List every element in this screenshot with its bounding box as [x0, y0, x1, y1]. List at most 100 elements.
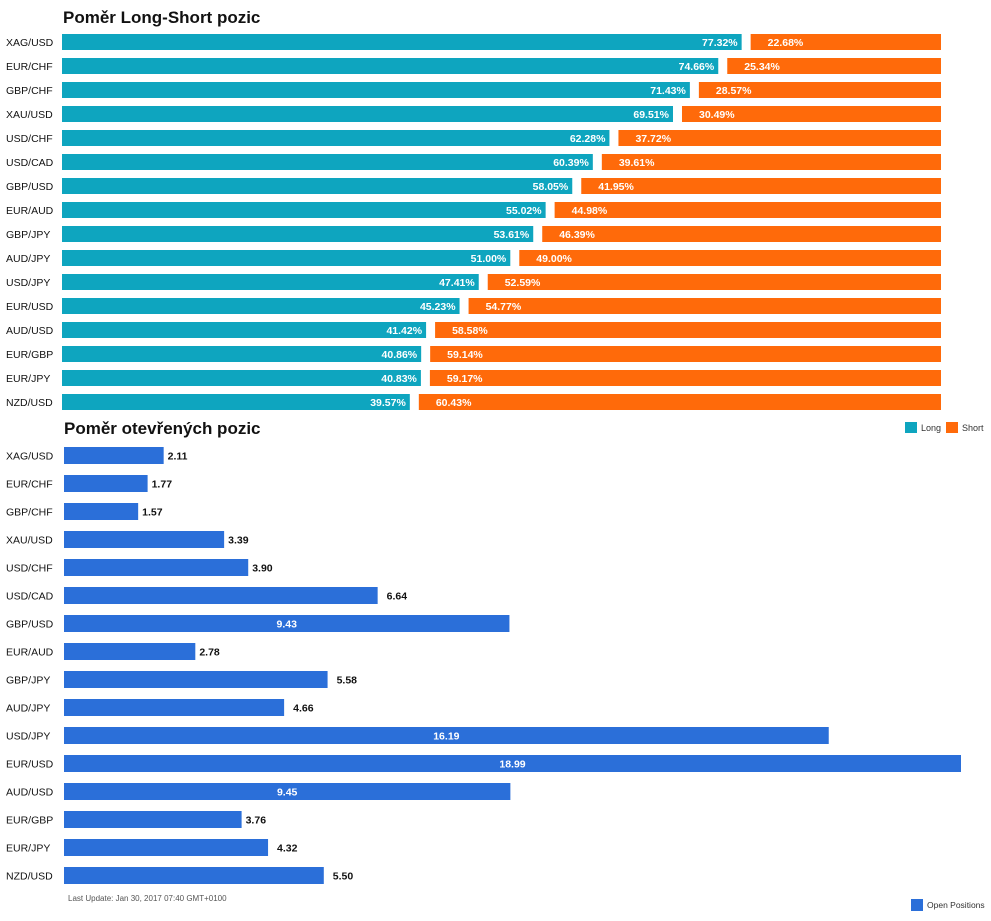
chart2-category-label: XAG/USD [6, 451, 54, 463]
legend-long-swatch [905, 422, 917, 433]
short-bar[interactable] [468, 298, 941, 314]
long-value-label: 69.51% [633, 109, 669, 121]
chart1-category-label: AUD/USD [6, 325, 54, 337]
open-positions-bar[interactable] [64, 783, 511, 800]
chart2-category-label: USD/JPY [6, 731, 50, 743]
short-bar[interactable] [554, 202, 941, 218]
open-positions-bar[interactable] [64, 839, 269, 856]
long-bar[interactable] [62, 178, 573, 194]
last-update-text: Last Update: Jan 30, 2017 07:40 GMT+0100 [68, 894, 227, 903]
open-positions-value-label: 3.39 [228, 535, 249, 547]
legend-short-label: Short [962, 423, 984, 433]
long-bar[interactable] [62, 250, 511, 266]
open-positions-value-label: 2.78 [199, 647, 220, 659]
long-bar[interactable] [62, 130, 610, 146]
short-value-label: 59.17% [447, 373, 483, 385]
short-value-label: 28.57% [716, 85, 752, 97]
open-positions-bar[interactable] [64, 615, 510, 632]
chart2-title: Poměr otevřených pozic [64, 419, 261, 438]
open-positions-value-label: 1.77 [152, 479, 173, 491]
open-positions-value-label: 16.19 [433, 731, 459, 743]
chart1-category-label: USD/CHF [6, 133, 53, 145]
chart1-category-label: AUD/JPY [6, 253, 50, 265]
short-bar[interactable] [601, 154, 941, 170]
chart1-category-label: USD/CAD [6, 157, 54, 169]
open-positions-bar[interactable] [64, 587, 378, 604]
long-value-label: 53.61% [494, 229, 530, 241]
open-positions-bar[interactable] [64, 755, 961, 772]
open-positions-value-label: 5.50 [333, 871, 354, 883]
open-positions-value-label: 4.32 [277, 843, 298, 855]
long-value-label: 60.39% [553, 157, 589, 169]
short-bar[interactable] [429, 370, 941, 386]
open-positions-bar[interactable] [64, 699, 285, 716]
short-bar[interactable] [681, 106, 941, 122]
open-positions-value-label: 3.90 [252, 563, 273, 575]
chart1-category-label: EUR/JPY [6, 373, 50, 385]
long-bar[interactable] [62, 82, 690, 98]
long-bar[interactable] [62, 58, 719, 74]
chart1-category-label: EUR/CHF [6, 61, 53, 73]
long-value-label: 40.86% [382, 349, 418, 361]
short-value-label: 58.58% [452, 325, 488, 337]
open-positions-bar[interactable] [64, 503, 139, 520]
short-bar[interactable] [750, 34, 941, 50]
chart2-category-label: GBP/USD [6, 619, 54, 631]
long-bar[interactable] [62, 34, 742, 50]
long-bar[interactable] [62, 226, 534, 242]
open-positions-value-label: 5.58 [337, 675, 358, 687]
long-bar[interactable] [62, 154, 593, 170]
short-bar[interactable] [698, 82, 941, 98]
short-bar[interactable] [618, 130, 941, 146]
short-bar[interactable] [727, 58, 941, 74]
legend-open-positions-swatch [911, 899, 923, 911]
long-value-label: 62.28% [570, 133, 606, 145]
open-positions-bar[interactable] [64, 643, 196, 660]
chart2-category-label: EUR/USD [6, 759, 54, 771]
chart1-category-label: GBP/CHF [6, 85, 53, 97]
chart1-category-label: GBP/JPY [6, 229, 50, 241]
chart2-category-label: XAU/USD [6, 535, 53, 547]
short-bar[interactable] [542, 226, 941, 242]
long-bar[interactable] [62, 394, 410, 410]
open-positions-bar[interactable] [64, 475, 148, 492]
short-bar[interactable] [519, 250, 941, 266]
long-value-label: 40.83% [381, 373, 417, 385]
open-positions-value-label: 1.57 [142, 507, 163, 519]
short-bar[interactable] [487, 274, 941, 290]
chart1-category-label: GBP/USD [6, 181, 54, 193]
long-value-label: 51.00% [471, 253, 507, 265]
chart1-category-label: NZD/USD [6, 397, 53, 409]
short-bar[interactable] [430, 346, 941, 362]
open-positions-bar[interactable] [64, 447, 164, 464]
short-value-label: 44.98% [572, 205, 608, 217]
open-positions-value-label: 2.11 [168, 451, 188, 463]
long-value-label: 47.41% [439, 277, 475, 289]
long-bar[interactable] [62, 106, 673, 122]
chart1-category-label: EUR/GBP [6, 349, 53, 361]
short-value-label: 52.59% [505, 277, 541, 289]
open-positions-bar[interactable] [64, 531, 225, 548]
chart1-category-label: EUR/USD [6, 301, 54, 313]
long-bar[interactable] [62, 346, 422, 362]
open-positions-bar[interactable] [64, 727, 829, 744]
chart2-category-label: GBP/JPY [6, 675, 50, 687]
short-bar[interactable] [418, 394, 941, 410]
open-positions-bar[interactable] [64, 671, 328, 688]
long-value-label: 58.05% [533, 181, 569, 193]
open-positions-bar[interactable] [64, 811, 242, 828]
long-value-label: 55.02% [506, 205, 542, 217]
long-bar[interactable] [62, 322, 427, 338]
open-positions-bar[interactable] [64, 559, 249, 576]
long-value-label: 77.32% [702, 37, 738, 49]
long-bar[interactable] [62, 202, 546, 218]
long-bar[interactable] [62, 298, 460, 314]
legend-open-positions-label: Open Positions [927, 900, 985, 910]
long-bar[interactable] [62, 274, 479, 290]
short-bar[interactable] [435, 322, 941, 338]
short-bar[interactable] [581, 178, 941, 194]
open-positions-bar[interactable] [64, 867, 324, 884]
short-value-label: 22.68% [768, 37, 804, 49]
long-bar[interactable] [62, 370, 421, 386]
